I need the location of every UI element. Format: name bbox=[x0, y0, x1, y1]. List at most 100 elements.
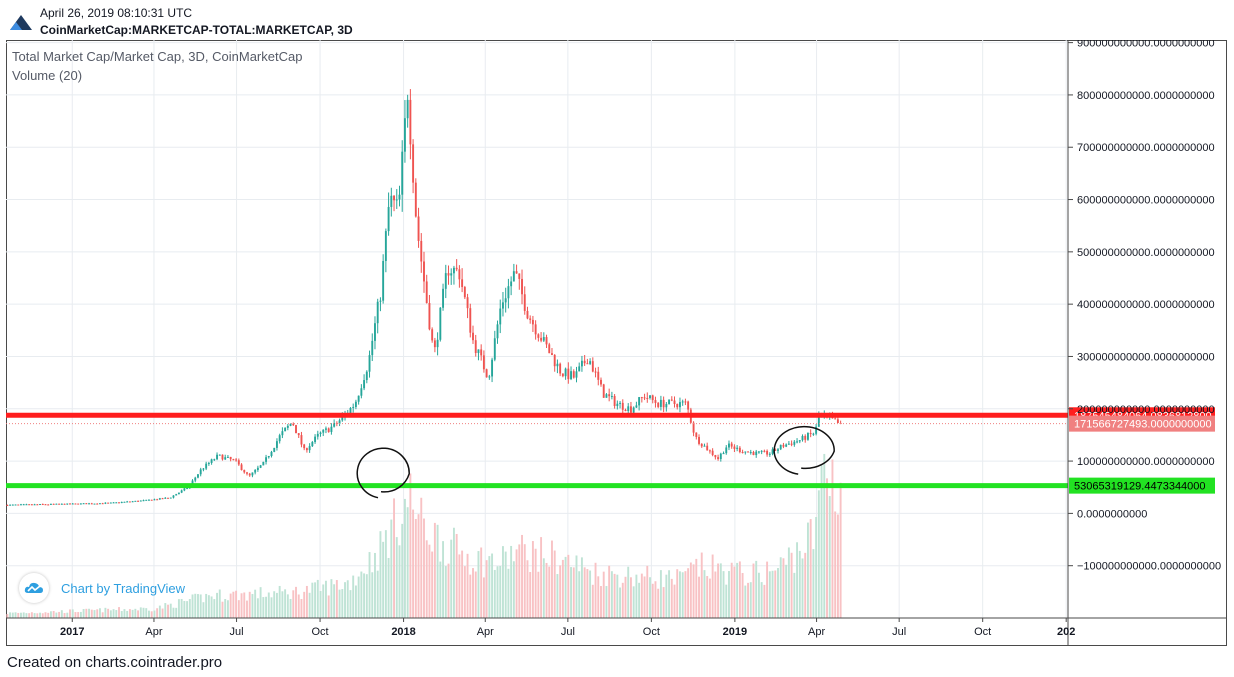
chart-frame bbox=[6, 40, 1227, 646]
volume-bar bbox=[66, 612, 69, 618]
candle-body bbox=[531, 319, 534, 325]
candle-body bbox=[801, 435, 804, 441]
candle-body bbox=[559, 363, 562, 374]
price-chart[interactable]: 187545484064.0836812800171566727493.0000… bbox=[6, 40, 1227, 646]
volume-bar bbox=[681, 572, 684, 618]
support-label: 53065319129.4473344000 bbox=[1074, 481, 1206, 493]
candle-body bbox=[232, 459, 235, 461]
candle-body bbox=[703, 445, 706, 447]
volume-bar bbox=[123, 609, 126, 618]
candle-body bbox=[447, 273, 450, 276]
candle-body bbox=[646, 397, 649, 399]
candle-body bbox=[126, 501, 129, 503]
volume-bar bbox=[30, 612, 33, 618]
candle-body bbox=[670, 399, 673, 401]
candle-body bbox=[393, 195, 395, 201]
volume-bar bbox=[561, 559, 564, 618]
volume-bar bbox=[376, 570, 379, 618]
candle-body bbox=[278, 435, 281, 442]
volume-bar bbox=[790, 552, 793, 618]
volume-bar bbox=[736, 562, 739, 618]
candle-body bbox=[41, 504, 44, 506]
volume-bar bbox=[229, 593, 232, 618]
candle-body bbox=[591, 361, 594, 372]
volume-bar bbox=[17, 612, 20, 618]
volume-bar bbox=[246, 600, 248, 618]
candle-body bbox=[297, 433, 300, 436]
volume-bar bbox=[164, 603, 167, 618]
volume-bar bbox=[248, 591, 251, 618]
last-price-label: 171566727493.0000000000 bbox=[1074, 419, 1212, 431]
candle-body bbox=[120, 502, 123, 504]
candle-body bbox=[357, 395, 360, 402]
candle-body bbox=[719, 453, 722, 460]
volume-bar bbox=[191, 594, 194, 618]
candle-body bbox=[142, 500, 145, 502]
candle-body bbox=[148, 499, 150, 501]
candle-body bbox=[55, 503, 58, 505]
volume-bar bbox=[717, 563, 720, 618]
candle-body bbox=[763, 450, 766, 452]
candle-body bbox=[507, 286, 510, 299]
candle-body bbox=[482, 355, 485, 370]
candle-body bbox=[368, 355, 371, 372]
volume-bar bbox=[472, 568, 474, 618]
candle-body bbox=[33, 504, 36, 506]
volume-bar bbox=[463, 566, 466, 618]
volume-bar bbox=[137, 610, 140, 618]
volume-bar bbox=[608, 565, 611, 618]
candle-body bbox=[273, 447, 276, 452]
candle-body bbox=[145, 499, 148, 501]
candle-body bbox=[624, 409, 627, 411]
volume-bar bbox=[126, 610, 129, 618]
snapshot-date: April 26, 2019 08:10:31 UTC bbox=[40, 6, 193, 20]
candle-body bbox=[779, 444, 782, 450]
candle-body bbox=[725, 447, 728, 454]
candle-body bbox=[300, 435, 303, 445]
volume-bar bbox=[809, 519, 812, 618]
candle-body bbox=[191, 480, 194, 485]
candle-body bbox=[572, 371, 575, 378]
candle-body bbox=[431, 329, 434, 341]
candle-body bbox=[518, 273, 521, 279]
candle-body bbox=[480, 349, 483, 356]
candle-body bbox=[692, 422, 695, 433]
candle-body bbox=[58, 503, 61, 505]
candle-body bbox=[488, 376, 491, 378]
volume-bar bbox=[730, 562, 733, 618]
volume-bar bbox=[295, 586, 297, 618]
candle-body bbox=[651, 395, 654, 401]
volume-bar bbox=[232, 591, 235, 618]
candle-body bbox=[20, 504, 22, 506]
volume-bar bbox=[728, 571, 730, 618]
volume-bar bbox=[384, 530, 387, 618]
volume-bar bbox=[586, 569, 589, 618]
volume-bar bbox=[504, 551, 507, 618]
tradingview-badge[interactable]: Chart by TradingView bbox=[19, 572, 185, 604]
volume-bar bbox=[316, 579, 319, 618]
volume-bar bbox=[602, 571, 605, 618]
candle-body bbox=[450, 273, 453, 276]
volume-bar bbox=[354, 585, 357, 618]
candle-body bbox=[687, 401, 690, 410]
volume-bar bbox=[559, 565, 562, 618]
volume-bar bbox=[409, 473, 412, 618]
volume-bar bbox=[512, 561, 515, 618]
candle-body bbox=[771, 449, 774, 454]
volume-bar bbox=[777, 568, 779, 618]
volume-bar bbox=[41, 613, 44, 618]
candle-body bbox=[96, 503, 99, 505]
candle-body bbox=[292, 423, 295, 426]
candle-body bbox=[36, 504, 39, 506]
candle-body bbox=[540, 337, 543, 341]
x-tick-label: Oct bbox=[643, 626, 660, 638]
volume-bar bbox=[766, 561, 769, 618]
volume-bar bbox=[357, 576, 360, 618]
candle-body bbox=[627, 406, 630, 411]
volume-bar bbox=[485, 560, 488, 618]
candle-body bbox=[417, 216, 420, 241]
candle-body bbox=[493, 338, 496, 360]
volume-bar bbox=[771, 570, 774, 618]
volume-bar bbox=[79, 611, 82, 618]
candle-body bbox=[798, 440, 801, 442]
